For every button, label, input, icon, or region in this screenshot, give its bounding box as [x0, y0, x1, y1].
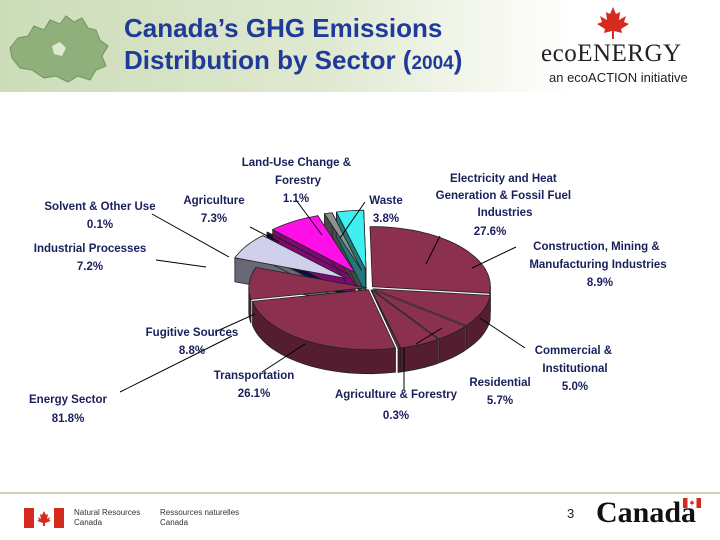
wordmark-flag-icon: [683, 498, 701, 508]
page-number: 3: [567, 506, 575, 521]
ecoaction-tagline: an ecoACTION initiative: [549, 70, 688, 85]
label-construction: Construction, Mining & Manufacturing Ind…: [529, 241, 666, 271]
label-waste: Waste: [369, 195, 402, 207]
pie-slice-fugitive-sources: [248, 266, 367, 300]
value-electricity: 27.6%: [474, 226, 507, 238]
leader-line: [425, 235, 441, 265]
canada-wordmark: Canada: [596, 496, 697, 529]
label-solvent: Solvent & Other Use: [44, 201, 155, 213]
value-waste: 3.8%: [373, 213, 399, 225]
label-land-use: Land-Use Change & Forestry: [242, 157, 354, 187]
slide-title: Canada’s GHG Emissions Distribution by S…: [124, 13, 463, 75]
leader-line: [415, 327, 443, 345]
value-solvent: 0.1%: [87, 219, 113, 231]
pie-slice-transportation: [251, 289, 397, 351]
leader-line: [479, 317, 526, 349]
label-agri-forestry: Agriculture & Forestry: [335, 389, 458, 401]
canada-flag-icon: [24, 508, 64, 528]
value-residential: 5.7%: [487, 395, 513, 407]
pie-slice-land-use-change-forestry: [323, 212, 363, 271]
leader-line: [155, 259, 207, 268]
leader-line: [261, 343, 306, 373]
pie-slice-commercial-institutional: [371, 289, 467, 340]
value-commercial: 5.0%: [562, 381, 588, 393]
dept-name-fr: Ressources naturelles Canada: [160, 508, 240, 527]
ghg-pie-chart: Land-Use Change & Forestry 1.1% Agricult…: [29, 157, 667, 425]
leader-line: [151, 213, 230, 258]
dept-name-en: Natural Resources Canada: [74, 508, 141, 527]
value-industrial-processes: 7.2%: [77, 261, 103, 273]
value-construction: 8.9%: [587, 277, 613, 289]
value-fugitive: 8.8%: [179, 345, 205, 357]
pie-slice-side: [397, 347, 401, 373]
header-band: [0, 0, 720, 92]
footer: [0, 492, 720, 540]
value-land-use: 1.1%: [283, 193, 309, 205]
pie-slice-industrial-processes: [234, 235, 346, 279]
value-agri-forestry: 0.3%: [383, 410, 409, 422]
leader-line: [471, 246, 517, 269]
leader-line: [339, 201, 366, 239]
label-transportation: Transportation: [214, 370, 295, 382]
pie-slice-agriculture: [271, 215, 357, 274]
ecoenergy-logo: ecoENERGY: [541, 40, 682, 67]
pie-slice-electricity-and-heat-generation-fossil-fuel-industries: [369, 226, 491, 294]
leader-line: [214, 313, 256, 333]
label-fugitive: Fugitive Sources: [146, 327, 239, 339]
pie-slice-waste: [335, 209, 367, 271]
label-residential: Residential: [469, 377, 530, 389]
label-industrial-processes: Industrial Processes: [34, 243, 147, 255]
value-transportation: 26.1%: [238, 388, 271, 400]
pie-slice-residential: [370, 289, 440, 349]
label-agriculture: Agriculture: [183, 195, 244, 207]
value-energy-sector: 81.8%: [52, 413, 85, 425]
leader-line: [119, 335, 233, 393]
label-electricity: Electricity and Heat Generation & Fossil…: [436, 173, 575, 219]
footer-divider: [0, 492, 720, 494]
pie-slice-solvent-other-use: [266, 231, 350, 276]
canada-map-icon: [9, 15, 109, 83]
pie-slice-construction-mining-manufacturing-industries: [372, 288, 491, 326]
pie-slice-agriculture-forestry: [370, 289, 401, 349]
label-energy-sector: Energy Sector: [29, 394, 107, 406]
label-commercial: Commercial & Institutional: [535, 345, 616, 375]
leader-line: [295, 199, 323, 236]
leader-line: [249, 226, 280, 243]
value-agriculture: 7.3%: [201, 213, 227, 225]
maple-leaf-icon: [597, 7, 629, 39]
